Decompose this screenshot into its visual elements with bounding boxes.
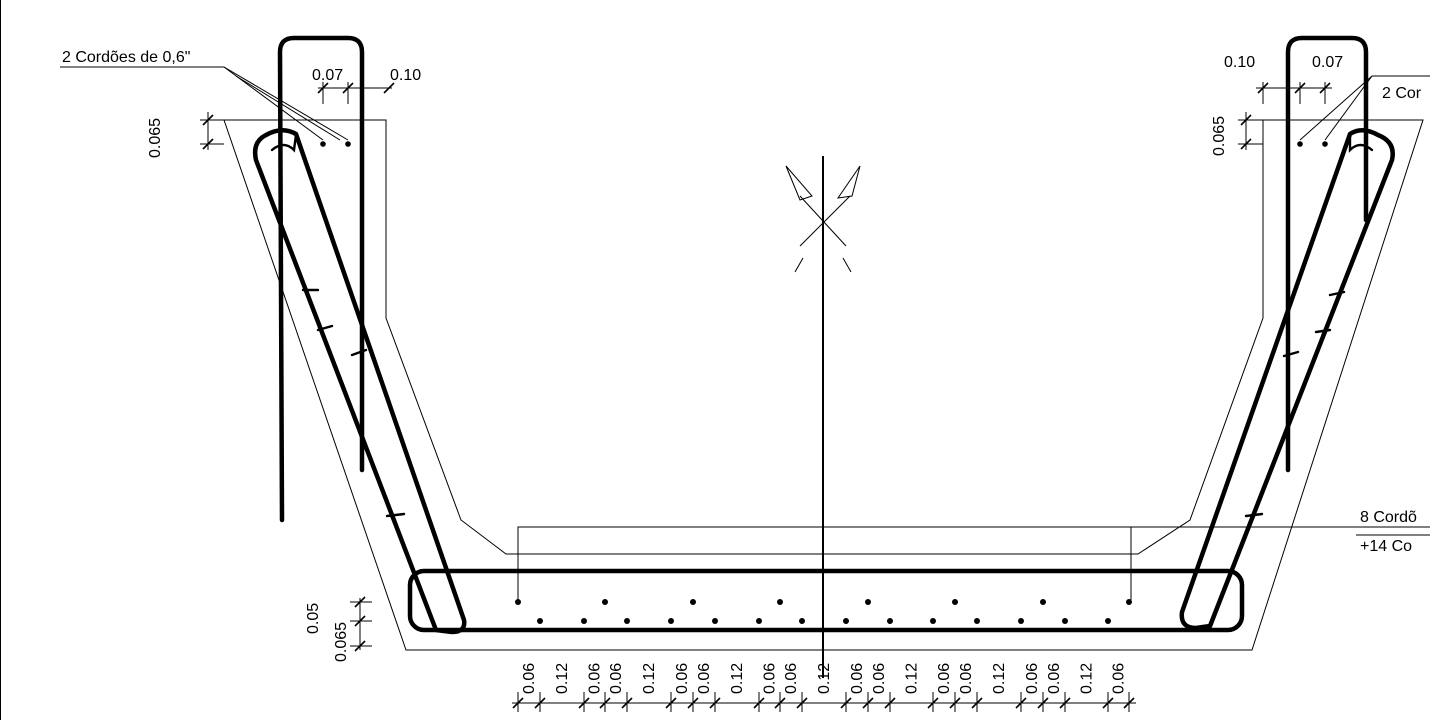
bottom-dim-label: 0.12: [1079, 663, 1096, 694]
bottom-lower-layer-label: 0.065: [333, 622, 350, 662]
bottom-dim-label: 0.06: [521, 663, 538, 694]
bottom-dim-label: 0.12: [554, 663, 571, 694]
bottom-vertical-dim-lines: [350, 596, 372, 652]
right-edge-distance-label: 0.10: [1224, 54, 1255, 71]
bottom-upper-layer-label: 0.05: [305, 603, 322, 634]
left-top-callout-text: 2 Cordões de 0,6": [62, 49, 190, 66]
left-top-dim-lines: [317, 82, 395, 104]
inner-slab-line: [517, 526, 1132, 600]
bottom-dim-label: 0.06: [871, 663, 888, 694]
bottom-callout-line1: 8 Cordõ: [1360, 509, 1417, 526]
bottom-dim-label: 0.12: [816, 663, 833, 694]
bottom-dim-label: 0.06: [762, 663, 779, 694]
right-top-callout: [1299, 75, 1430, 141]
bottom-dim-label: 0.06: [608, 663, 625, 694]
right-web-bar-hooks: [1244, 290, 1346, 518]
bottom-dim-label: 0.12: [904, 663, 921, 694]
bottom-dimension-chain: 0.06 0.12 0.06 0.06 0.12 0.06 0.06 0.12 0.06 0.06…: [512, 663, 1135, 712]
bottom-callout-line2: +14 Co: [1360, 538, 1412, 555]
left-top-callout: [60, 66, 349, 141]
bottom-stirrup: [407, 568, 1245, 633]
right-web-stirrup-inner: [1348, 133, 1374, 153]
right-strand-spacing-label: 0.07: [1312, 54, 1343, 71]
right-web-stirrup: [1179, 128, 1395, 631]
left-cover-height-label: 0.065: [147, 118, 164, 158]
bottom-right-callout: [1131, 526, 1430, 536]
left-edge-distance-label: 0.10: [390, 67, 421, 84]
left-top-stirrup: [277, 35, 365, 523]
right-top-strands: [1297, 141, 1328, 147]
left-web-bar-hooks: [301, 288, 406, 518]
left-web-stirrup: [252, 128, 467, 635]
right-cover-height-label: 0.065: [1211, 116, 1228, 156]
bottom-dim-label: 0.06: [696, 663, 713, 694]
bottom-dim-label: 0.06: [1111, 663, 1128, 694]
bottom-dim-label: 0.06: [936, 663, 953, 694]
right-cover-dim-lines: [1238, 112, 1263, 150]
left-strand-spacing-label: 0.07: [312, 67, 343, 84]
symmetry-symbol: [785, 165, 861, 273]
concrete-outline: [223, 119, 1424, 651]
bottom-dim-label: 0.06: [849, 663, 866, 694]
bottom-dim-label: 0.12: [729, 663, 746, 694]
right-top-callout-text: 2 Cor: [1382, 85, 1422, 102]
bottom-dim-label: 0.12: [991, 663, 1008, 694]
bottom-dim-label: 0.06: [587, 663, 604, 694]
bottom-dim-label: 0.06: [958, 663, 975, 694]
right-top-dim-lines: [1256, 82, 1332, 104]
right-top-stirrup: [1285, 35, 1369, 473]
bottom-dim-label: 0.06: [1024, 663, 1041, 694]
left-top-strands: [320, 141, 351, 147]
bottom-dim-label: 0.06: [674, 663, 691, 694]
bottom-dim-label: 0.06: [783, 663, 800, 694]
bottom-dim-label: 0.12: [641, 663, 658, 694]
bottom-dim-label: 0.06: [1046, 663, 1063, 694]
left-web-stirrup-inner: [270, 133, 298, 153]
left-cover-dim-lines: [200, 112, 224, 150]
bottom-strands: [515, 599, 1132, 624]
